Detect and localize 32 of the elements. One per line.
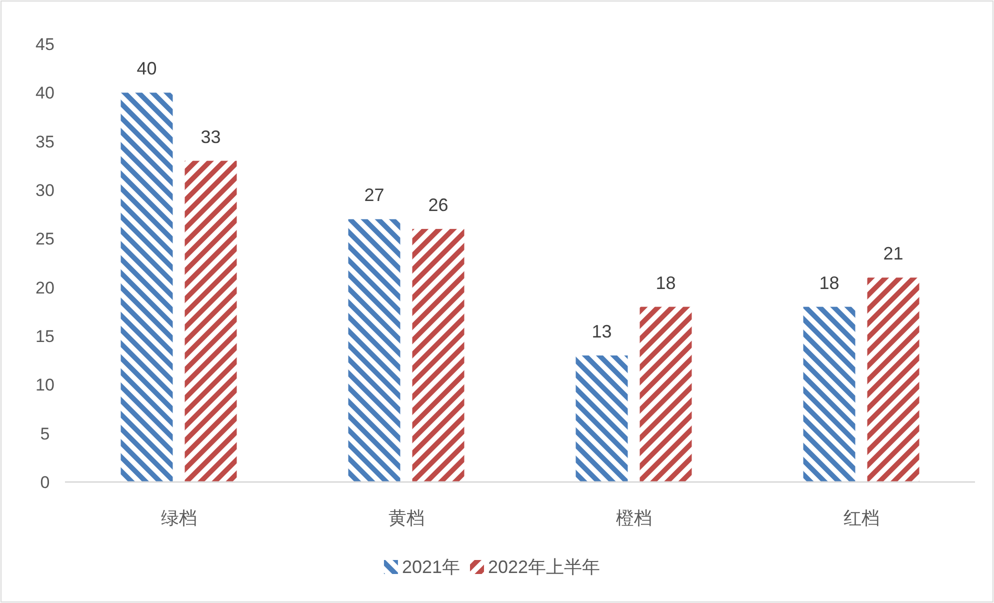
data-label: 18 [819,272,840,293]
bar [184,160,237,482]
bar [867,278,920,482]
x-tick-label: 绿档 [160,508,197,528]
y-tick-label: 45 [36,35,54,54]
bar [640,306,692,482]
data-label: 13 [592,321,612,342]
x-tick-label: 黄档 [388,508,424,528]
x-tick-label: 橙档 [616,508,652,528]
bar [348,219,400,482]
bar [412,228,464,482]
y-tick-label: 35 [36,132,54,152]
y-tick-label: 15 [36,327,54,346]
x-tick-label: 红档 [843,508,880,528]
bar [576,355,628,482]
data-label: 27 [364,185,384,206]
data-label: 40 [136,58,157,79]
legend-label: 2022年上半年 [488,557,600,577]
data-label: 18 [656,272,676,293]
bar [120,92,173,482]
bar [803,306,856,482]
y-tick-label: 40 [36,84,54,103]
y-tick-label: 25 [36,230,54,249]
data-label: 26 [428,194,448,215]
legend-label: 2021年 [402,557,460,577]
y-tick-label: 20 [36,278,54,298]
y-tick-label: 0 [40,473,50,492]
y-tick-label: 5 [40,424,50,444]
data-label: 33 [200,126,221,147]
y-tick-label: 10 [36,376,54,395]
y-tick-label: 30 [36,181,54,200]
data-label: 21 [883,244,904,264]
